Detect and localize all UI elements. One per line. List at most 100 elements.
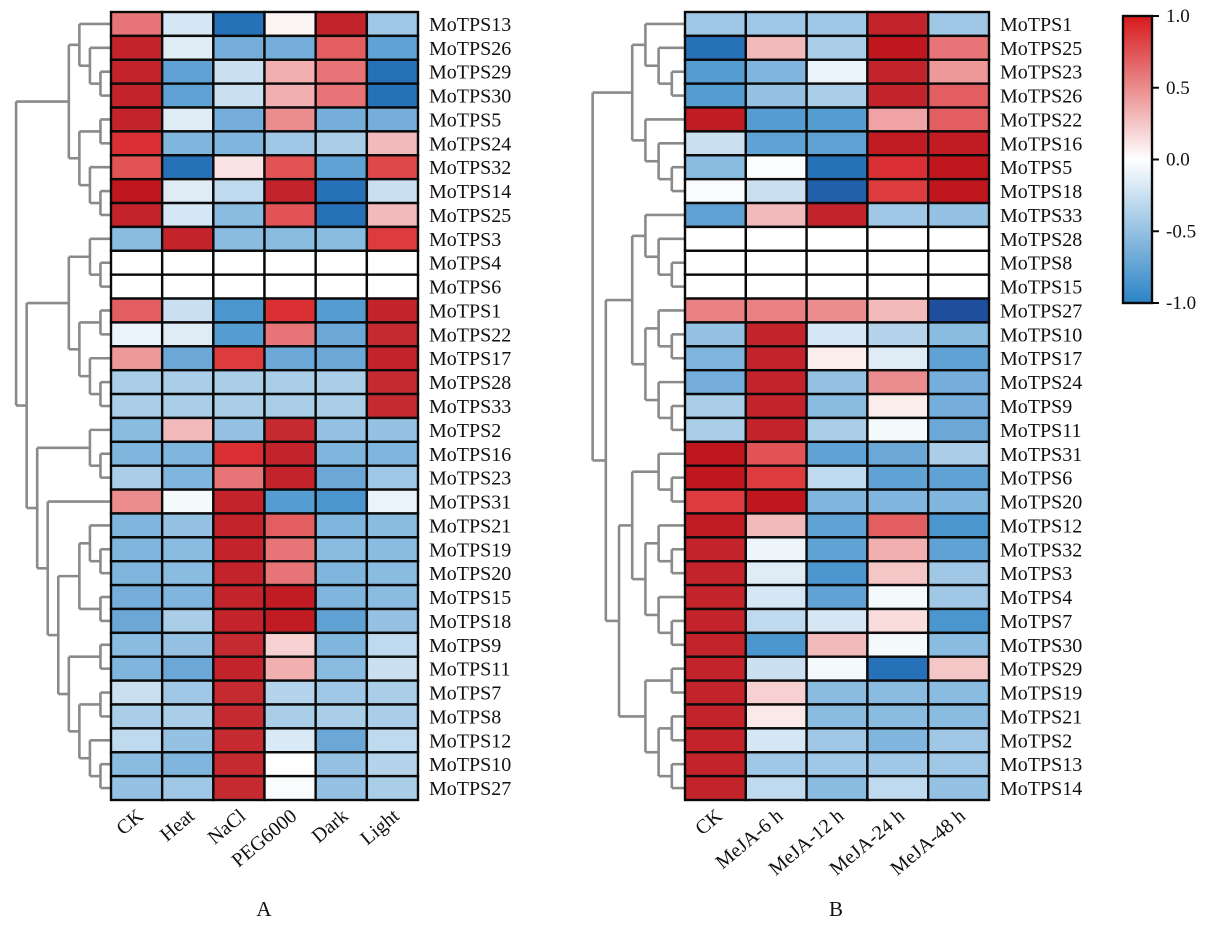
heatmap-cell	[263, 631, 317, 658]
heatmap-cell	[160, 536, 215, 563]
heatmap-cell	[866, 416, 930, 444]
heatmap-cell	[866, 488, 930, 515]
column-label: CK	[691, 805, 727, 840]
heatmap-cell	[683, 10, 747, 38]
heatmap-cell	[744, 34, 808, 61]
heatmap-cell	[314, 321, 369, 348]
row-label: MoTPS1	[429, 300, 501, 322]
heatmap-cell	[109, 297, 164, 324]
row-label: MoTPS9	[429, 635, 501, 657]
heatmap-cell	[160, 82, 215, 109]
row-label: MoTPS22	[429, 324, 511, 346]
heatmap-cell	[160, 703, 215, 730]
heatmap-cell	[365, 583, 420, 611]
heatmap-cell	[805, 225, 869, 252]
heatmap-cell	[109, 273, 164, 300]
heatmap-cell	[805, 536, 869, 563]
heatmap-cell	[683, 273, 747, 300]
heatmap-cell	[314, 774, 369, 802]
heatmap-cell	[927, 488, 991, 515]
heatmap-cell	[365, 249, 420, 276]
heatmap-cell	[365, 607, 420, 635]
heatmap-cell	[744, 751, 808, 778]
heatmap-cell	[683, 201, 747, 229]
heatmap-cell	[866, 464, 930, 491]
heatmap-cell	[866, 10, 930, 38]
heatmap-cell	[314, 201, 369, 229]
heatmap-cell	[683, 225, 747, 252]
heatmap-cell	[109, 655, 164, 682]
heatmap-cell	[365, 488, 420, 515]
row-label: MoTPS10	[429, 754, 511, 776]
heatmap-cell	[866, 583, 930, 611]
heatmap-cells-b	[683, 10, 991, 802]
heatmap-cell	[744, 607, 808, 635]
heatmap-cell	[927, 560, 991, 587]
heatmap-cell	[314, 106, 369, 133]
heatmap-cell	[212, 512, 266, 539]
heatmap-cell	[160, 774, 215, 802]
heatmap-cell	[866, 249, 930, 276]
heatmap-cell	[109, 440, 164, 467]
heatmap-cell	[109, 10, 164, 38]
heatmap-cell	[805, 273, 869, 300]
heatmap-cell	[365, 512, 420, 539]
heatmap-cell	[263, 106, 317, 133]
heatmap-cell	[927, 727, 991, 754]
heatmap-cell	[805, 774, 869, 802]
row-label: MoTPS32	[429, 157, 511, 179]
heatmap-cell	[744, 703, 808, 730]
heatmap-cell	[805, 464, 869, 491]
row-label: MoTPS27	[429, 778, 511, 800]
heatmap-cell	[212, 560, 266, 587]
heatmap-cell	[263, 607, 317, 635]
heatmap-cell	[212, 583, 266, 611]
heatmap-cell	[365, 201, 420, 229]
heatmap-cell	[805, 440, 869, 467]
heatmap-cell	[744, 106, 808, 133]
heatmap-cell	[314, 607, 369, 635]
colorbar-gradient	[1121, 14, 1154, 305]
heatmap-cell	[683, 512, 747, 539]
heatmap-cell	[927, 225, 991, 252]
heatmap-cell	[866, 225, 930, 252]
row-label: MoTPS26	[1000, 86, 1082, 108]
heatmap-cell	[866, 297, 930, 324]
heatmap-cell	[365, 727, 420, 754]
row-dendrogram-a	[14, 22, 111, 790]
heatmap-cell	[744, 321, 808, 348]
heatmap-cell	[683, 655, 747, 682]
heatmap-cell	[212, 297, 266, 324]
heatmap-cell	[866, 106, 930, 133]
heatmap-cell	[744, 416, 808, 444]
heatmap-cell	[927, 321, 991, 348]
heatmap-cell	[927, 201, 991, 229]
heatmap-cell	[109, 703, 164, 730]
heatmap-cell	[212, 751, 266, 778]
heatmap-cell	[927, 34, 991, 61]
heatmap-cell	[365, 10, 420, 38]
heatmap-cell	[805, 560, 869, 587]
heatmap-cell	[160, 751, 215, 778]
heatmap-cell	[805, 368, 869, 396]
heatmap-cell	[109, 177, 164, 205]
heatmap-cell	[160, 464, 215, 491]
heatmap-cell	[212, 368, 266, 396]
heatmap-cell	[263, 177, 317, 205]
row-label: MoTPS20	[429, 563, 511, 585]
row-label: MoTPS24	[1000, 372, 1082, 394]
heatmap-cell	[744, 392, 808, 420]
heatmap-cell	[365, 536, 420, 563]
heatmap-cell	[927, 297, 991, 324]
heatmap-cell	[314, 249, 369, 276]
heatmap-cell	[263, 655, 317, 682]
row-label: MoTPS2	[429, 420, 501, 442]
heatmap-cell	[866, 392, 930, 420]
heatmap-cell	[212, 106, 266, 133]
heatmap-cell	[160, 560, 215, 587]
heatmap-cell	[927, 345, 991, 372]
heatmap-cell	[263, 488, 317, 515]
heatmap-cell	[866, 82, 930, 109]
heatmap-cell	[212, 201, 266, 229]
